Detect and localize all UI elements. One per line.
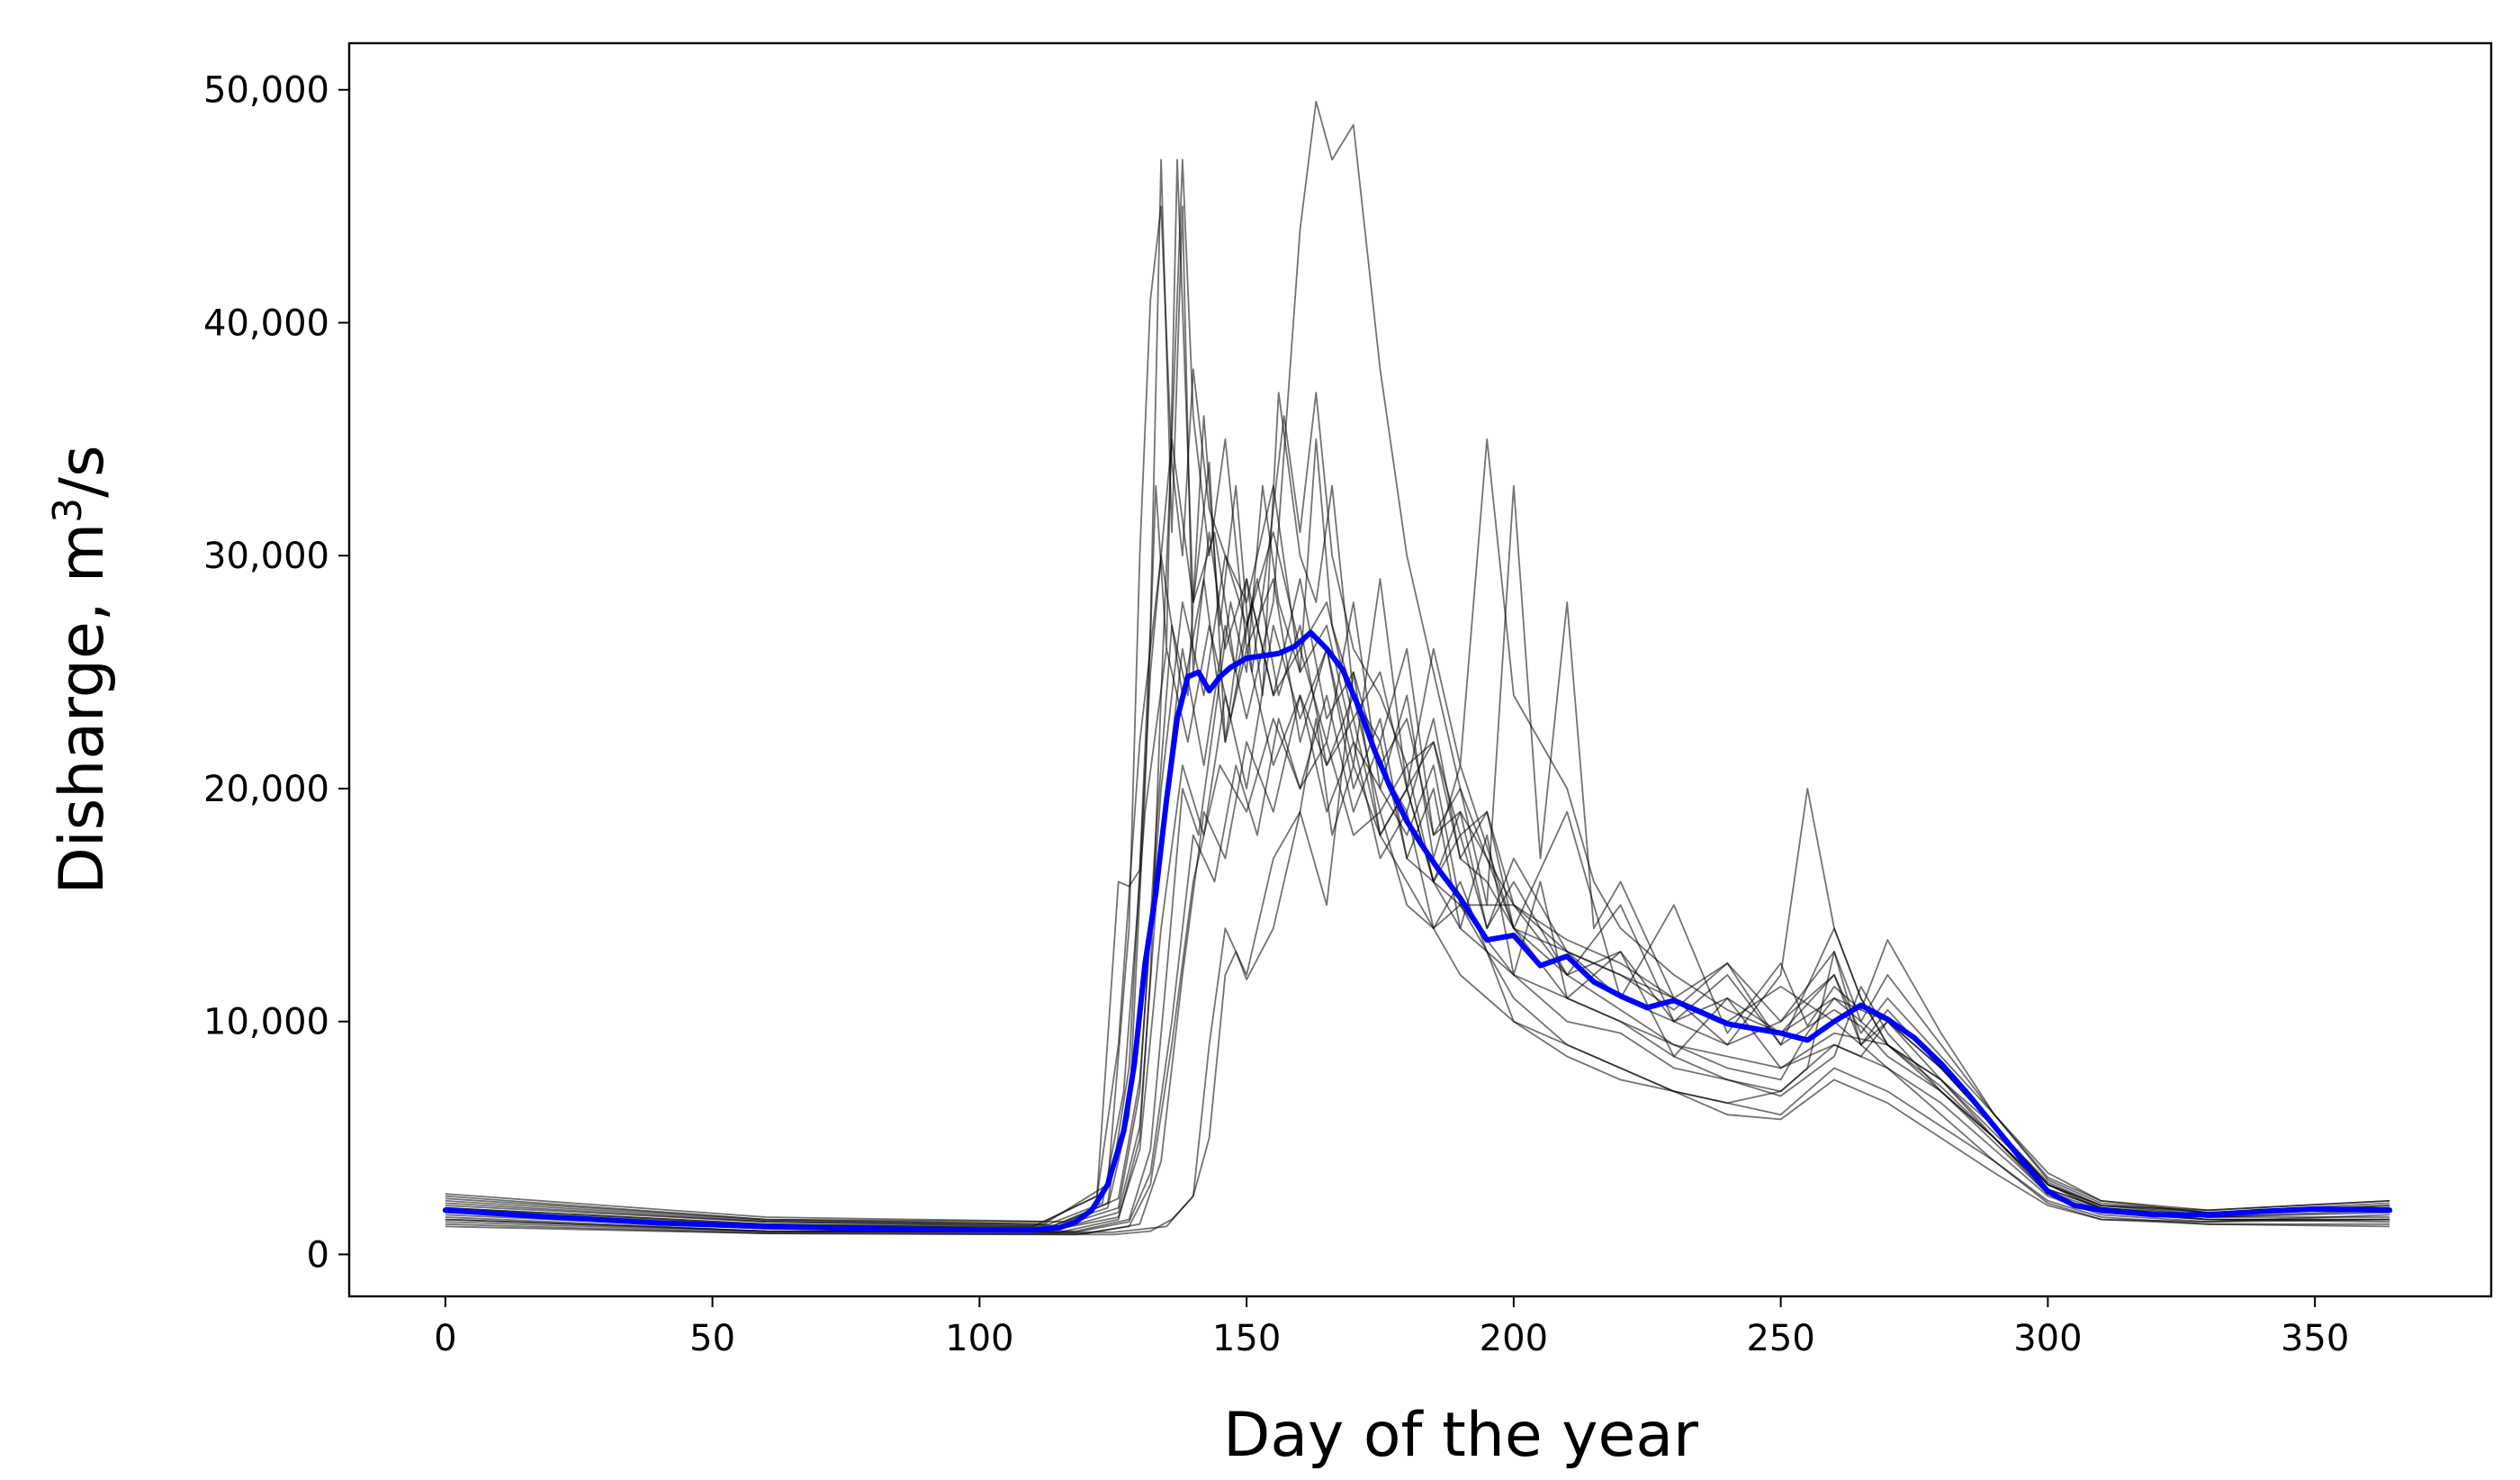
y-tick-label: 10,000 [203, 1002, 329, 1043]
y-axis-title-superscript: 3 [45, 498, 91, 523]
x-tick-label: 50 [689, 1318, 735, 1359]
year-discharge-line-9 [445, 100, 2390, 1230]
y-axis-title: Disharge, m3/s [45, 445, 118, 894]
y-axis-title-main: Disharge, m [47, 523, 118, 895]
plot-frame [347, 41, 2493, 1298]
y-axis-ticks: 0 10,000 20,000 30,000 40,000 50,000 [203, 70, 349, 1276]
x-tick-label: 100 [945, 1318, 1013, 1359]
x-axis-ticks: 0 50 100 150 200 250 300 350 [434, 1296, 2349, 1359]
year-discharge-line-10 [445, 555, 2390, 1223]
y-tick-label: 50,000 [203, 70, 329, 112]
year-discharge-line-15 [445, 438, 2390, 1223]
y-tick-label: 0 [307, 1234, 329, 1276]
yearly-series-group [445, 100, 2390, 1236]
x-tick-label: 250 [1746, 1318, 1814, 1359]
x-tick-label: 300 [2013, 1318, 2082, 1359]
year-discharge-line-8 [445, 717, 2390, 1236]
year-discharge-line-16 [445, 694, 2390, 1234]
year-discharge-line-13 [445, 438, 2390, 1226]
y-tick-label: 30,000 [203, 536, 329, 577]
y-axis-title-unit: /s [47, 445, 118, 497]
year-discharge-line-11 [445, 578, 2390, 1229]
x-tick-label: 350 [2281, 1318, 2349, 1359]
x-tick-label: 0 [434, 1318, 456, 1359]
mean-series-group [442, 629, 2393, 1233]
x-tick-label: 150 [1212, 1318, 1281, 1359]
x-axis-title: Day of the year [1223, 1400, 1698, 1471]
y-tick-label: 40,000 [203, 302, 329, 344]
mean-discharge-line [442, 629, 2393, 1233]
x-tick-label: 200 [1480, 1318, 1548, 1359]
y-tick-label: 20,000 [203, 769, 329, 810]
year-discharge-line-14 [445, 717, 2390, 1236]
